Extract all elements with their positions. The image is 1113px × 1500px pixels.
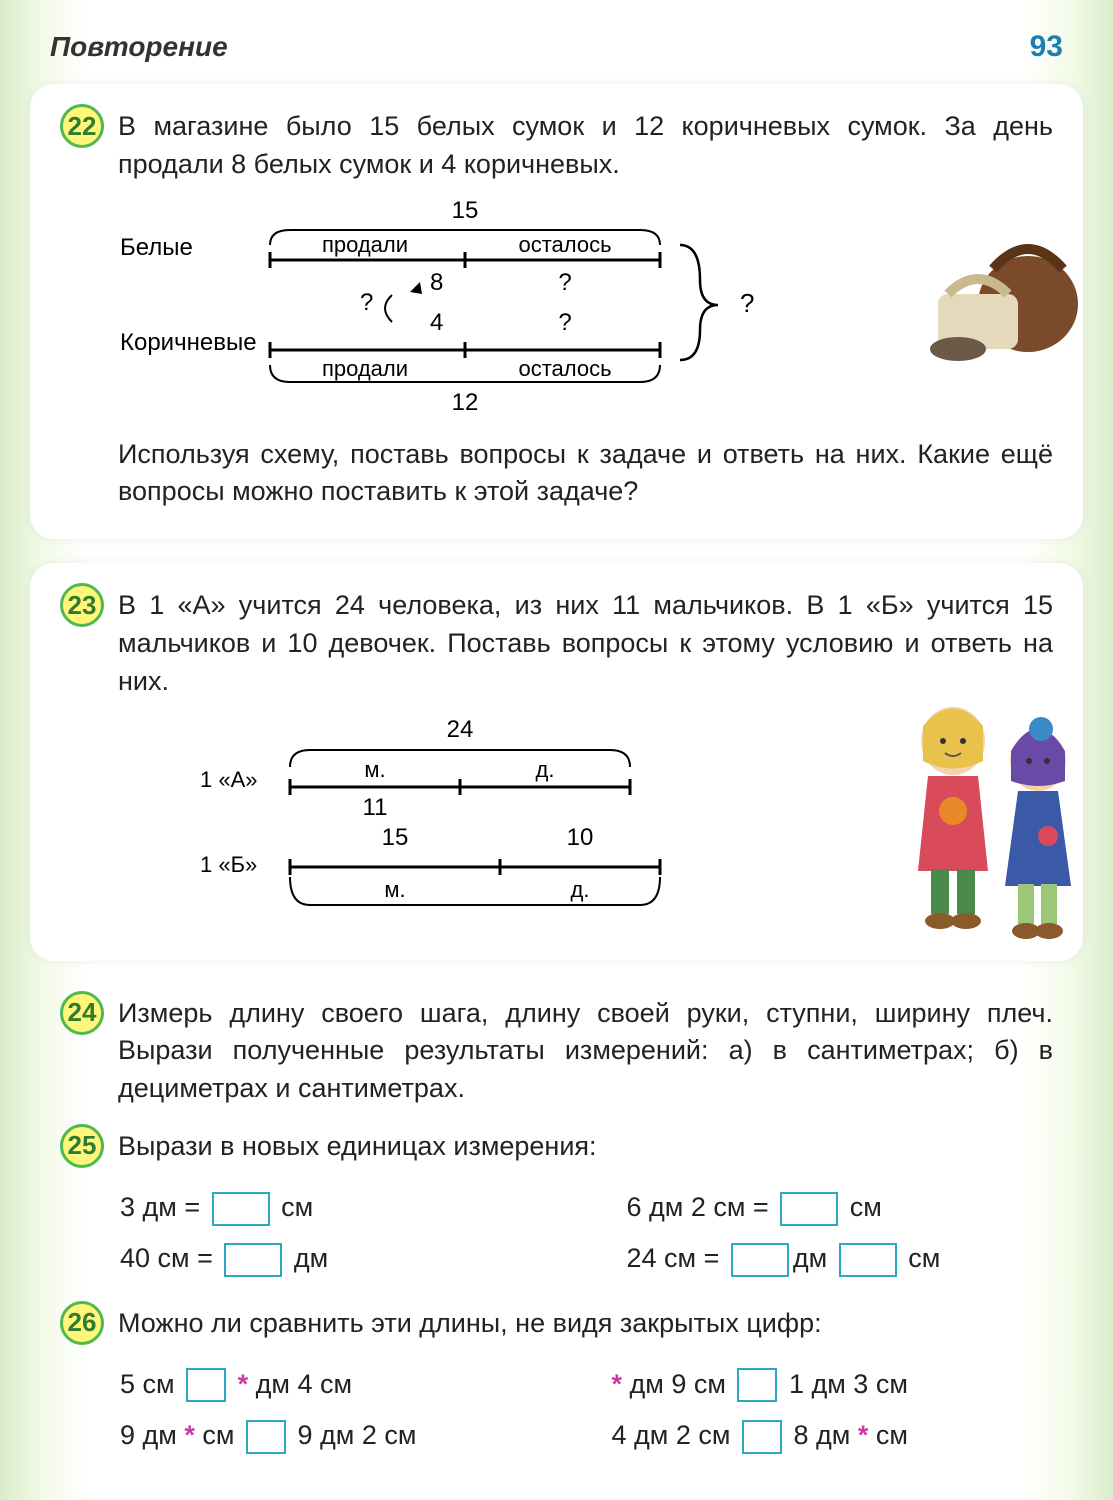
hidden-digit-star: * bbox=[238, 1369, 249, 1399]
d22-r2-sold-v: 4 bbox=[430, 309, 443, 336]
d22-r2-rem-v: ? bbox=[558, 309, 571, 336]
task-26-text: Можно ли сравнить эти длины, не видя зак… bbox=[118, 1305, 1053, 1343]
bags-icon bbox=[923, 234, 1093, 364]
answer-blank[interactable] bbox=[742, 1420, 782, 1454]
task-22-text-2: Используя схему, поставь вопросы к задач… bbox=[118, 436, 1053, 512]
text: см bbox=[202, 1420, 234, 1450]
text: см bbox=[876, 1420, 908, 1450]
text: дм 9 см bbox=[630, 1369, 726, 1399]
text: 5 см bbox=[120, 1369, 175, 1399]
ex-25-c1-l1: 3 дм = см bbox=[120, 1182, 547, 1233]
task-23-text: В 1 «А» учится 24 человека, из них 11 ма… bbox=[118, 587, 1053, 700]
d23-r2-left: м. bbox=[384, 877, 405, 902]
task-number-badge: 25 bbox=[60, 1124, 104, 1168]
task-number-badge: 24 bbox=[60, 991, 104, 1035]
task-22-text-1: В магазине было 15 белых сумок и 12 кори… bbox=[118, 108, 1053, 184]
ex-25-c1-l2: 40 см = дм bbox=[120, 1233, 547, 1284]
d23-r2-left-v: 15 bbox=[382, 824, 409, 851]
answer-blank[interactable] bbox=[212, 1192, 270, 1226]
text: 6 дм 2 см = bbox=[627, 1192, 769, 1222]
d22-r1-sold-v: 8 bbox=[430, 269, 443, 296]
task-number-badge: 26 bbox=[60, 1301, 104, 1345]
answer-blank[interactable] bbox=[780, 1192, 838, 1226]
task-25-text: Вырази в новых единицах измерения: bbox=[118, 1128, 1053, 1166]
task-25-exercises: 3 дм = см 40 см = дм 6 дм 2 см = см 24 bbox=[120, 1182, 1053, 1285]
answer-blank[interactable] bbox=[186, 1368, 226, 1402]
answer-blank[interactable] bbox=[839, 1243, 897, 1277]
text: дм bbox=[793, 1243, 827, 1273]
task-22-diagram: Белые 15 продали осталось 8 ? ? 4 ? bbox=[120, 200, 1053, 420]
task-number-badge: 22 bbox=[60, 104, 104, 148]
hidden-digit-star: * bbox=[184, 1420, 195, 1450]
d23-r1-left: м. bbox=[364, 757, 385, 782]
text: 3 дм = bbox=[120, 1192, 200, 1222]
text: 1 дм 3 см bbox=[789, 1369, 908, 1399]
d22-left-q: ? bbox=[360, 289, 373, 316]
task-26: 26 Можно ли сравнить эти длины, не видя … bbox=[30, 1295, 1083, 1472]
d23-r1-right: д. bbox=[536, 757, 555, 782]
d23-r2-right-v: 10 bbox=[567, 824, 594, 851]
ex-25-c2-l2: 24 см = дм см bbox=[627, 1233, 1054, 1284]
task-26-exercises: 5 см * дм 4 см 9 дм * см 9 дм 2 см * дм … bbox=[120, 1359, 1053, 1462]
ex-25-c2-l1: 6 дм 2 см = см bbox=[627, 1182, 1054, 1233]
d23-r2-right: д. bbox=[571, 877, 590, 902]
task-24: 24 Измерь длину своего шага, длину своей… bbox=[30, 985, 1083, 1118]
ex-26-c2-l1: * дм 9 см 1 дм 3 см bbox=[612, 1359, 1054, 1410]
section-title: Повторение bbox=[50, 31, 228, 63]
answer-blank[interactable] bbox=[731, 1243, 789, 1277]
d22-remain2: осталось bbox=[518, 356, 611, 381]
d22-bot-total: 12 bbox=[452, 389, 479, 416]
text: 8 дм bbox=[793, 1420, 850, 1450]
page-number: 93 bbox=[1030, 30, 1063, 64]
text: 9 дм 2 см bbox=[297, 1420, 416, 1450]
text: см bbox=[850, 1192, 882, 1222]
d23-row2-label: 1 «Б» bbox=[200, 852, 257, 877]
text: 4 дм 2 см bbox=[612, 1420, 731, 1450]
d23-row1-label: 1 «А» bbox=[200, 767, 258, 792]
answer-blank[interactable] bbox=[224, 1243, 282, 1277]
d22-remain: осталось bbox=[518, 232, 611, 257]
task-22: 22 В магазине было 15 белых сумок и 12 к… bbox=[30, 84, 1083, 539]
d22-row2-label: Коричневые bbox=[120, 329, 257, 356]
text: 9 дм bbox=[120, 1420, 177, 1450]
children-icon bbox=[893, 691, 1093, 951]
hidden-digit-star: * bbox=[858, 1420, 869, 1450]
d22-sold2: продали bbox=[322, 356, 408, 381]
ex-26-c1-l2: 9 дм * см 9 дм 2 см bbox=[120, 1410, 562, 1461]
answer-blank[interactable] bbox=[737, 1368, 777, 1402]
task-23: 23 В 1 «А» учится 24 человека, из них 11… bbox=[30, 563, 1083, 960]
text: 40 см = bbox=[120, 1243, 213, 1273]
task-25: 25 Вырази в новых единицах измерения: 3 … bbox=[30, 1118, 1083, 1295]
hidden-digit-star: * bbox=[612, 1369, 623, 1399]
ex-26-c2-l2: 4 дм 2 см 8 дм * см bbox=[612, 1410, 1054, 1461]
page-header: Повторение 93 bbox=[30, 30, 1083, 84]
text: дм bbox=[294, 1243, 328, 1273]
ex-26-c1-l1: 5 см * дм 4 см bbox=[120, 1359, 562, 1410]
text: см bbox=[908, 1243, 940, 1273]
d22-bracket-q: ? bbox=[740, 288, 754, 318]
d22-r1-rem-v: ? bbox=[558, 269, 571, 296]
task-24-text: Измерь длину своего шага, длину своей ру… bbox=[118, 995, 1053, 1108]
d22-sold: продали bbox=[322, 232, 408, 257]
task-number-badge: 23 bbox=[60, 583, 104, 627]
d23-r1-total: 24 bbox=[447, 717, 474, 743]
text: дм 4 см bbox=[256, 1369, 352, 1399]
answer-blank[interactable] bbox=[246, 1420, 286, 1454]
d22-row1-label: Белые bbox=[120, 234, 193, 261]
d23-r1-left-v: 11 bbox=[363, 794, 388, 821]
text: см bbox=[281, 1192, 313, 1222]
d22-top-total: 15 bbox=[452, 200, 479, 224]
text: 24 см = bbox=[627, 1243, 720, 1273]
